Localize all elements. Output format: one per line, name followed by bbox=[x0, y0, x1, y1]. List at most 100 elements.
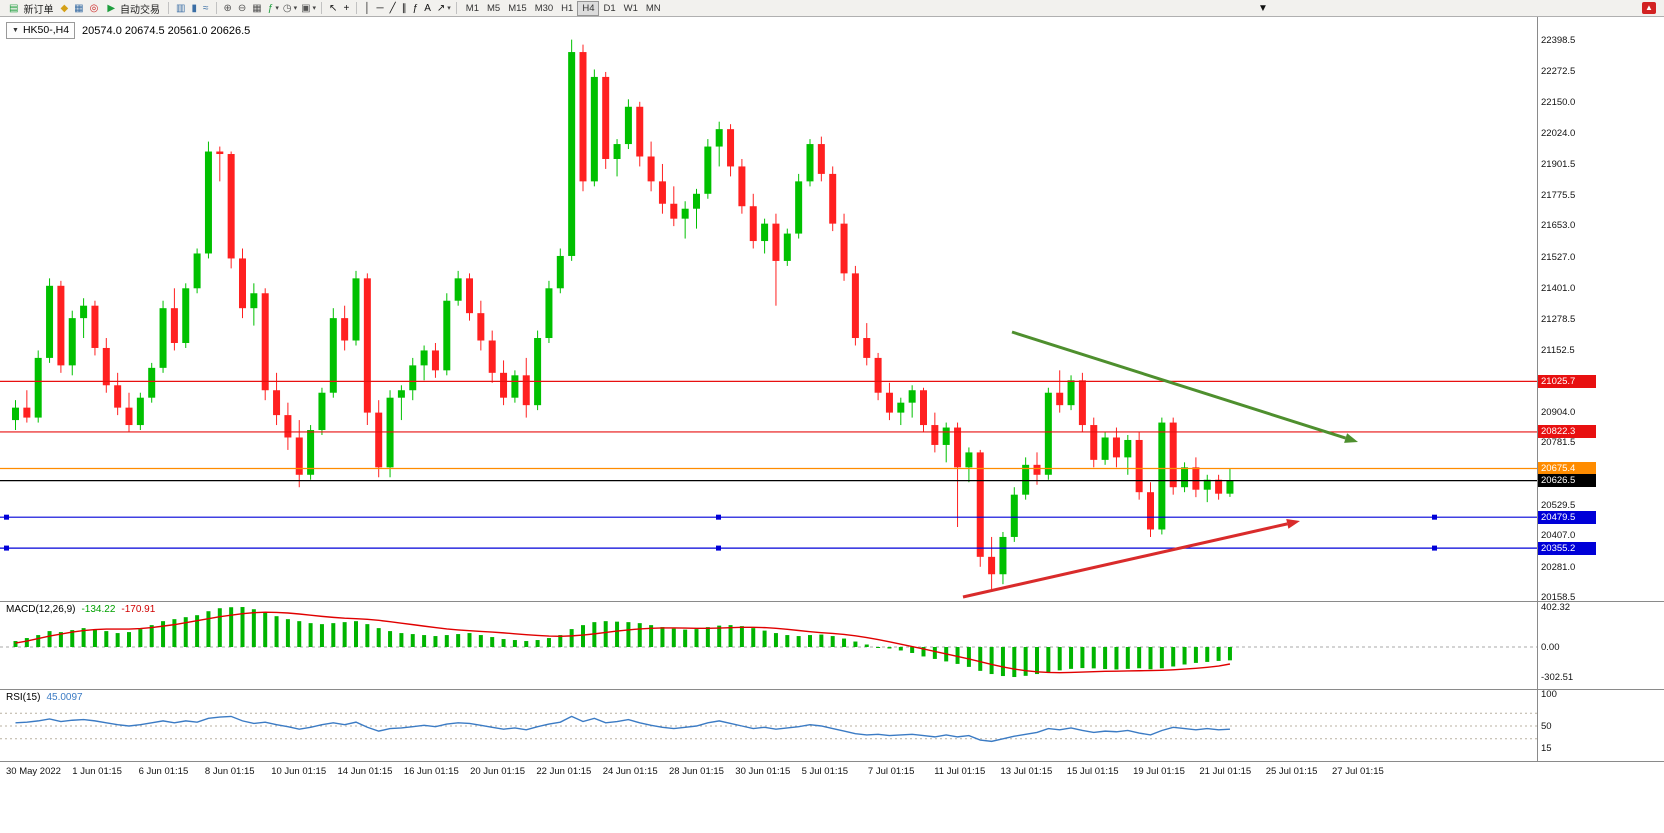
trend-arrow[interactable] bbox=[962, 522, 1288, 599]
fibonacci-icon[interactable]: ƒ bbox=[412, 2, 419, 14]
candle-body bbox=[80, 305, 88, 319]
symbol-selector[interactable]: ▼ HK50-,H4 bbox=[6, 22, 76, 39]
templates-icon[interactable]: ▣ bbox=[301, 2, 311, 14]
macd-panel-separator[interactable] bbox=[0, 601, 1664, 602]
candle-body bbox=[102, 347, 110, 386]
candle-body bbox=[1022, 464, 1030, 495]
text-tool-icon[interactable]: A bbox=[424, 2, 431, 14]
toolbar-separator bbox=[356, 2, 358, 14]
candle-body bbox=[239, 258, 246, 309]
macd-histogram-bar bbox=[762, 630, 767, 647]
timeframe-h4[interactable]: H4 bbox=[577, 0, 600, 16]
price-axis-label: 21152.5 bbox=[1541, 344, 1575, 356]
candle-body bbox=[170, 308, 178, 343]
bar-chart-icon[interactable]: ▥ bbox=[176, 2, 186, 14]
market-watch-icon[interactable]: ◆ bbox=[60, 2, 69, 14]
macd-histogram-bar bbox=[785, 635, 790, 647]
time-axis-label: 20 Jun 01:15 bbox=[470, 766, 526, 777]
periods-icon[interactable]: ◷ bbox=[282, 2, 292, 14]
macd-histogram-bar bbox=[853, 641, 858, 647]
candlestick-chart-icon[interactable]: ▮ bbox=[191, 2, 198, 14]
macd-histogram-bar bbox=[104, 631, 109, 647]
candle-body bbox=[193, 253, 201, 289]
timeframe-h1[interactable]: H1 bbox=[561, 2, 574, 14]
line-handle[interactable] bbox=[716, 514, 721, 520]
timeframe-d1[interactable]: D1 bbox=[603, 2, 616, 14]
candle-body bbox=[329, 318, 337, 393]
trend-arrow-head bbox=[1286, 518, 1300, 529]
auto-trading-button[interactable]: ▶ 自动交易 bbox=[102, 1, 163, 16]
candle-body bbox=[534, 338, 542, 406]
rsi-panel-separator[interactable] bbox=[0, 689, 1664, 690]
time-axis-label: 30 Jun 01:15 bbox=[735, 766, 791, 777]
macd-histogram-bar bbox=[717, 625, 722, 647]
line-handle[interactable] bbox=[1432, 514, 1437, 520]
line-handle[interactable] bbox=[4, 514, 9, 520]
price-chart[interactable] bbox=[0, 17, 1537, 601]
data-window-icon[interactable]: ▦ bbox=[74, 2, 84, 14]
macd-histogram-bar bbox=[149, 625, 154, 647]
candle-body bbox=[636, 106, 644, 157]
new-order-button[interactable]: ▤ 新订单 bbox=[4, 1, 56, 16]
chevron-down-icon[interactable]: ▾ bbox=[312, 5, 317, 12]
macd-histogram-bar bbox=[297, 621, 302, 647]
candle-body bbox=[772, 223, 780, 261]
line-handle[interactable] bbox=[716, 545, 721, 551]
macd-histogram-bar bbox=[501, 639, 506, 647]
cursor-icon[interactable]: ↖ bbox=[329, 2, 338, 14]
chevron-down-icon[interactable]: ▾ bbox=[275, 5, 279, 12]
candle-body bbox=[443, 300, 451, 371]
timeframe-m30[interactable]: M30 bbox=[534, 2, 554, 14]
candle-body bbox=[1112, 437, 1120, 458]
vertical-line-icon[interactable]: │ bbox=[364, 2, 371, 14]
macd-histogram-bar bbox=[308, 623, 313, 647]
chevron-down-icon[interactable]: ▾ bbox=[447, 5, 451, 12]
timeframe-mn[interactable]: MN bbox=[645, 2, 661, 14]
line-chart-icon[interactable]: ≈ bbox=[203, 2, 209, 14]
timeframe-m1[interactable]: M1 bbox=[465, 2, 479, 14]
candle-body bbox=[749, 206, 757, 242]
rsi-panel[interactable] bbox=[0, 689, 1537, 761]
macd-histogram-bar bbox=[581, 625, 585, 647]
toolbar-separator bbox=[215, 2, 217, 14]
zoom-out-icon[interactable]: ⊖ bbox=[237, 2, 247, 14]
macd-histogram-bar bbox=[342, 622, 347, 647]
indicators-icon[interactable]: ƒ bbox=[267, 2, 274, 14]
trend-arrow[interactable] bbox=[1011, 330, 1347, 440]
line-handle[interactable] bbox=[1432, 545, 1437, 551]
channel-icon[interactable]: ∥ bbox=[401, 2, 407, 14]
macd-histogram-bar bbox=[229, 607, 234, 647]
candle-body bbox=[1124, 439, 1132, 458]
line-handle[interactable] bbox=[4, 545, 9, 551]
alert-icon[interactable]: ▲ bbox=[1642, 2, 1656, 14]
price-axis-separator[interactable] bbox=[1537, 17, 1538, 761]
trendline-icon[interactable]: ╱ bbox=[389, 2, 396, 14]
horizontal-line-icon[interactable]: ─ bbox=[376, 2, 384, 14]
tile-windows-icon[interactable]: ▦ bbox=[252, 2, 262, 14]
candle-body bbox=[863, 338, 871, 358]
arrows-tool-icon[interactable]: ↗ bbox=[436, 2, 446, 14]
macd-histogram-bar bbox=[490, 637, 495, 647]
macd-histogram-bar bbox=[376, 628, 381, 647]
crosshair-icon[interactable]: + bbox=[343, 2, 350, 14]
zoom-in-icon[interactable]: ⊕ bbox=[223, 2, 232, 14]
macd-panel[interactable] bbox=[0, 601, 1537, 689]
macd-histogram-bar bbox=[36, 635, 41, 647]
price-badge: 20626.5 bbox=[1538, 474, 1596, 488]
candle-body bbox=[908, 390, 916, 403]
toolbar-separator bbox=[455, 2, 457, 14]
time-axis-label: 10 Jun 01:15 bbox=[271, 766, 327, 777]
timeframe-w1[interactable]: W1 bbox=[623, 2, 638, 14]
macd-histogram-bar bbox=[705, 627, 710, 647]
candle-body bbox=[91, 305, 99, 348]
time-axis[interactable]: 30 May 2022 1 Jun 01:15 6 Jun 01:15 8 Jun 0… bbox=[0, 761, 1664, 786]
candle-body bbox=[295, 437, 303, 475]
chevron-down-icon[interactable]: ▾ bbox=[293, 5, 298, 12]
timeframe-m5[interactable]: M5 bbox=[487, 2, 501, 14]
navigator-icon[interactable]: ◎ bbox=[89, 2, 99, 14]
candle-body bbox=[284, 415, 292, 438]
timeframe-m15[interactable]: M15 bbox=[508, 2, 527, 14]
toolbar-overflow-icon[interactable]: ▼ bbox=[1258, 3, 1268, 14]
candle-body bbox=[715, 129, 723, 147]
price-badge: 20822.3 bbox=[1538, 425, 1596, 439]
